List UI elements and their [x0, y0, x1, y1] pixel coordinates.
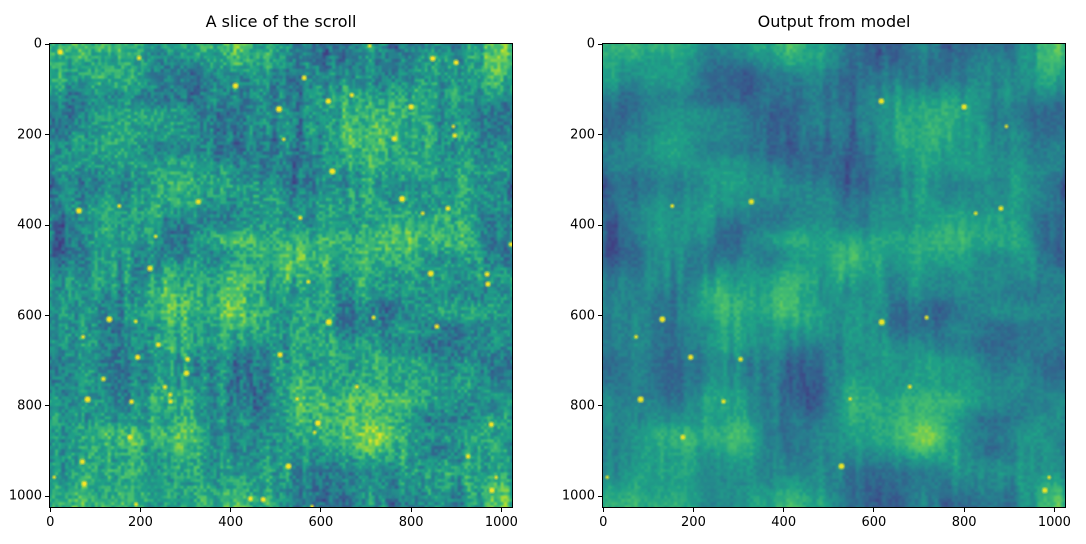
x-tick-label: 200 [681, 515, 706, 530]
x-tick-label: 200 [128, 515, 153, 530]
y-tick [45, 405, 49, 407]
axes [602, 43, 1066, 508]
y-tick [598, 495, 602, 497]
x-tick-label: 0 [46, 515, 55, 530]
y-tick-label: 400 [17, 217, 42, 233]
plot-title: Output from model [757, 12, 911, 31]
x-tick [500, 508, 502, 512]
y-tick-label: 200 [17, 127, 42, 143]
y-tick-label: 0 [586, 36, 595, 52]
axes [49, 43, 513, 508]
x-tick-label: 400 [771, 515, 797, 530]
y-tick [598, 224, 602, 226]
y-tick [45, 224, 49, 226]
x-tick [410, 508, 412, 512]
x-tick-label: 0 [599, 515, 608, 530]
x-tick [139, 508, 141, 512]
x-tick-label: 1000 [484, 515, 518, 530]
x-tick [49, 508, 51, 512]
y-tick-label: 600 [17, 308, 42, 323]
y-tick-label: 0 [33, 36, 42, 52]
y-tick-label: 600 [570, 308, 595, 323]
y-tick-label: 800 [570, 398, 595, 414]
plot-title: A slice of the scroll [205, 12, 357, 31]
x-tick [1053, 508, 1055, 512]
x-tick [783, 508, 785, 512]
y-tick [45, 43, 49, 45]
x-tick [692, 508, 694, 512]
x-tick [963, 508, 965, 512]
y-tick-label: 200 [570, 127, 595, 143]
x-tick-label: 800 [951, 515, 977, 530]
y-tick [598, 315, 602, 316]
y-tick [45, 495, 49, 497]
y-tick-label: 1000 [8, 488, 42, 504]
x-tick-label: 600 [308, 515, 334, 530]
y-tick [598, 134, 602, 136]
heatmap-canvas [50, 44, 512, 507]
y-tick [598, 43, 602, 45]
x-tick-label: 400 [218, 515, 244, 530]
y-tick [598, 405, 602, 407]
x-tick-label: 600 [861, 515, 887, 530]
x-tick [320, 508, 322, 512]
x-tick [602, 508, 604, 512]
x-tick-label: 1000 [1037, 515, 1071, 530]
y-tick-label: 800 [17, 398, 42, 414]
y-tick-label: 400 [570, 217, 595, 233]
y-tick-label: 1000 [561, 488, 595, 504]
y-tick [45, 315, 49, 316]
heatmap-canvas [603, 44, 1065, 507]
x-tick-label: 800 [398, 515, 424, 530]
x-tick [230, 508, 232, 512]
x-tick [873, 508, 875, 512]
y-tick [45, 134, 49, 136]
